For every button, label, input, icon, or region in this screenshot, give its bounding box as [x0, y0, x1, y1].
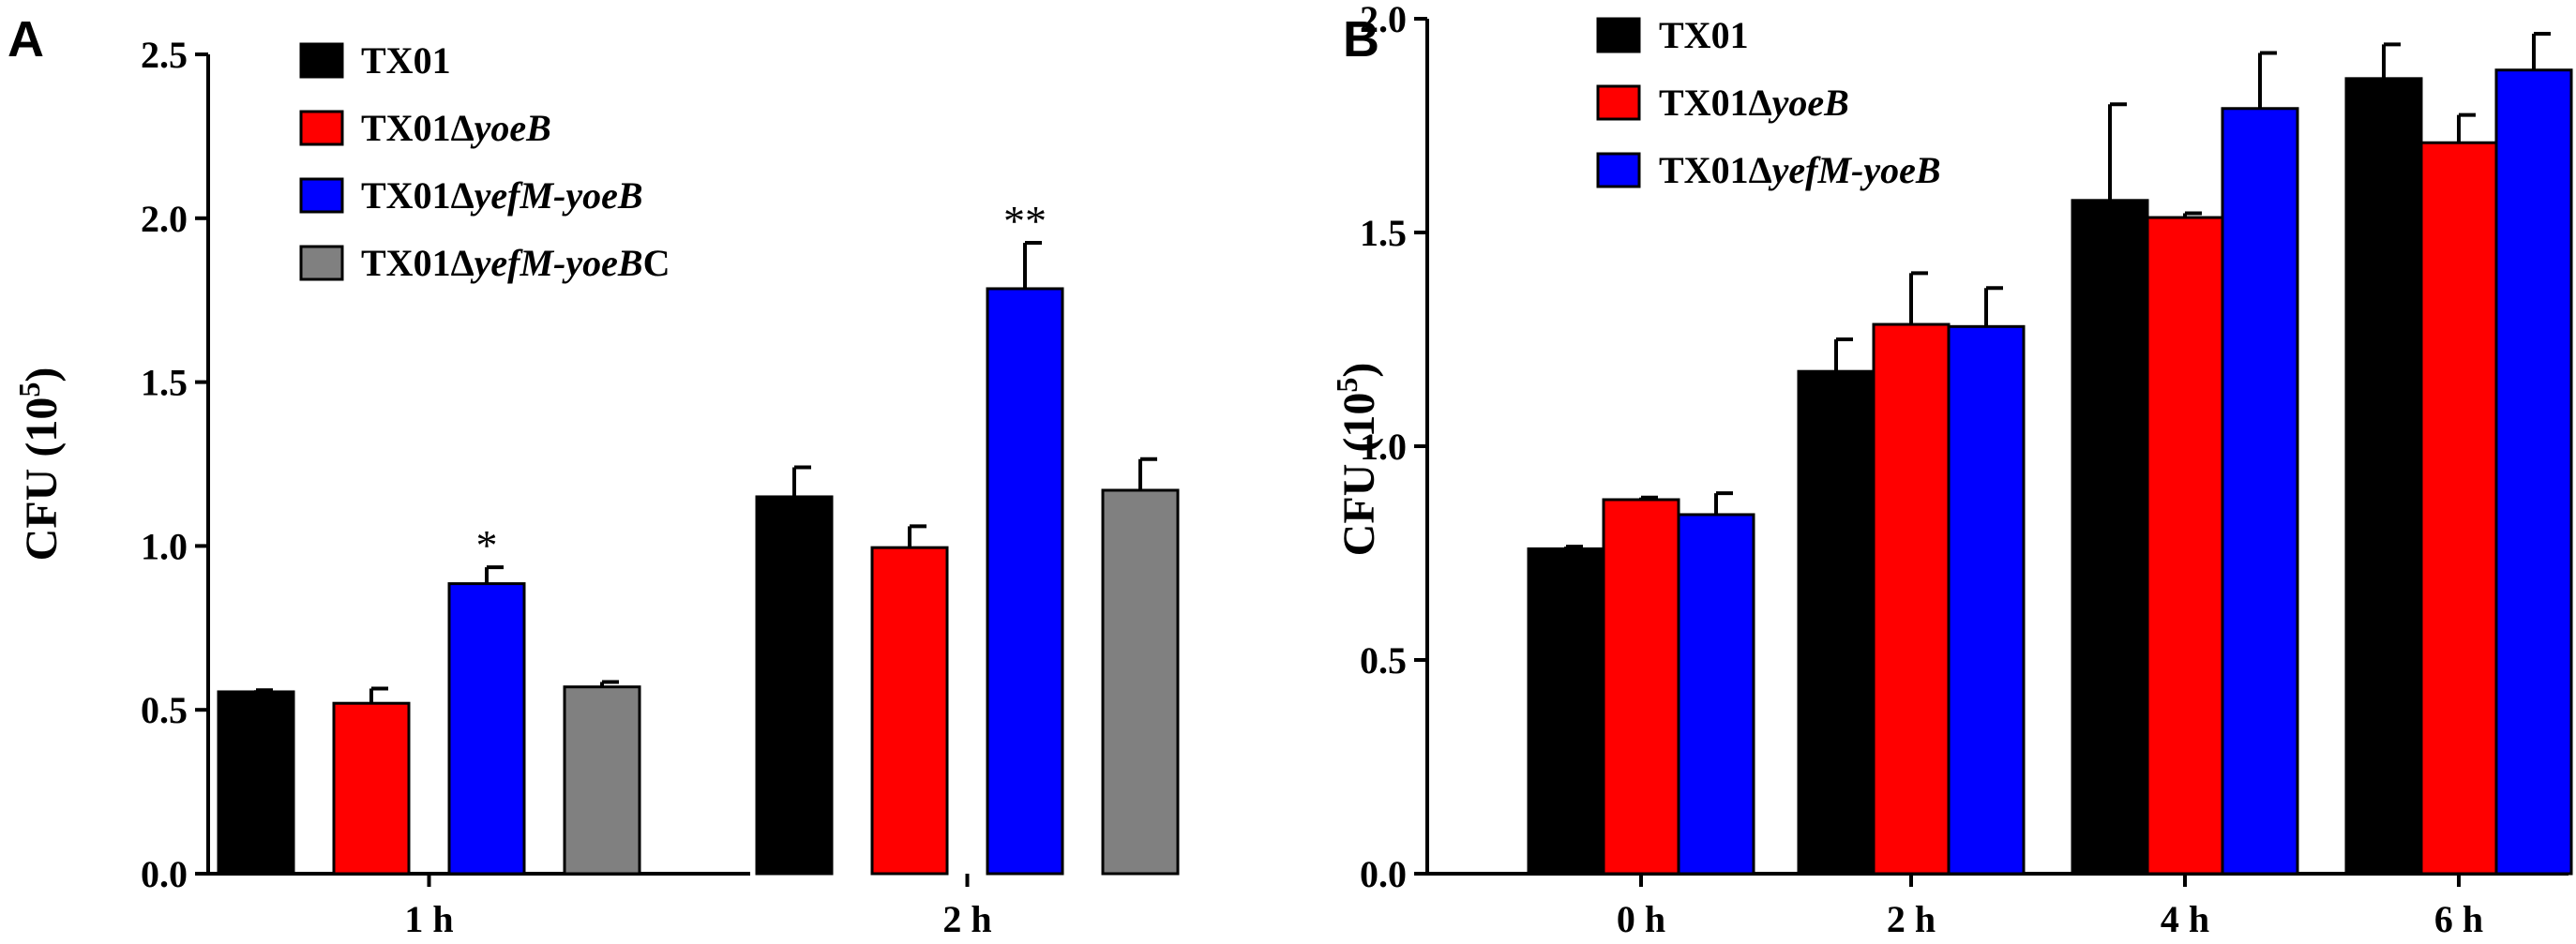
bar-a-0-1 — [332, 701, 411, 876]
x-tick-label: 4 h — [2161, 898, 2209, 940]
x-tick-label: 2 h — [1887, 898, 1936, 940]
bar-b-3-0 — [2344, 77, 2423, 876]
legend-entry-label: TX01ΔyefM-yoeB — [361, 174, 643, 217]
legend-entry-label: TX01 — [1659, 14, 1749, 56]
y-axis-label: CFU (105) — [12, 367, 67, 562]
legend-entry-prefix: TX01Δ — [361, 174, 475, 217]
y-tick-label: 2.0 — [141, 198, 188, 240]
legend-swatch — [299, 177, 344, 214]
legend-entry-italic: yefM-yoeB — [471, 242, 643, 284]
bar-a-1-0 — [755, 495, 834, 876]
y-tick-label: 1.0 — [1360, 426, 1407, 468]
x-tick-label: 0 h — [1617, 898, 1665, 940]
legend-entry-italic: yefM-yoeB — [1769, 149, 1941, 191]
bar-a-0-3 — [563, 685, 641, 876]
y-axis-label: CFU (105) — [1330, 363, 1384, 557]
y-tick-label: 1.0 — [141, 525, 188, 567]
x-tick-label: 6 h — [2434, 898, 2483, 940]
bar-b-1-0 — [1797, 369, 1876, 876]
panel-letter: A — [8, 11, 44, 67]
y-tick-label: 0.5 — [141, 689, 188, 731]
x-tick-label: 2 h — [942, 898, 991, 940]
legend-entry-prefix: TX01Δ — [361, 242, 475, 284]
legend-entry-prefix: TX01Δ — [1659, 82, 1772, 124]
y-axis-label-text: CFU (10 — [17, 397, 67, 562]
y-tick-label: 0.0 — [141, 853, 188, 895]
panel-b: B 0.0 0.5 1.0 1.5 2.0 CFU (105) 0 h 2 h 4 h 6 h TX0… — [1330, 0, 2573, 940]
legend-swatch — [299, 42, 344, 79]
bar-b-0-0 — [1527, 547, 1605, 876]
bar-b-0-2 — [1677, 513, 1755, 876]
legend-swatch — [1596, 84, 1641, 121]
legend-entry-prefix: TX01 — [361, 39, 451, 82]
y-axis-label-close: ) — [1334, 363, 1384, 378]
x-tick-label: 1 h — [404, 898, 453, 940]
bar-b-2-2 — [2221, 107, 2299, 876]
bar-b-1-1 — [1872, 322, 1951, 876]
bar-b-3-1 — [2419, 141, 2498, 876]
bar-a-0-0 — [217, 690, 295, 876]
bar-a-0-2 — [447, 582, 526, 876]
legend-entry-italic: yefM-yoeB — [471, 174, 643, 217]
y-axis-label-text: CFU (10 — [1334, 393, 1384, 557]
legend-entry-label: TX01ΔyefM-yoeBC — [361, 242, 670, 284]
legend-entry-prefix: TX01Δ — [361, 107, 475, 149]
legend-swatch — [1596, 152, 1641, 188]
legend-entry-italic: yoeB — [1769, 82, 1849, 124]
y-tick-label: 0.5 — [1360, 639, 1407, 682]
y-tick-label: 1.5 — [141, 362, 188, 404]
significance-label: ** — [1003, 197, 1047, 245]
legend-entry-prefix: TX01Δ — [1659, 149, 1772, 191]
legend-entry-label: TX01ΔyefM-yoeB — [1659, 149, 1941, 191]
legend-entry-prefix: TX01 — [1659, 14, 1749, 56]
y-tick-label: 2.5 — [141, 34, 188, 76]
y-axis-label-exponent: 5 — [1330, 378, 1363, 393]
legend-entry-suffix: C — [643, 242, 670, 284]
y-axis-label-close: ) — [17, 367, 67, 382]
legend-entry-label: TX01ΔyoeB — [1659, 82, 1849, 124]
y-axis-label-exponent: 5 — [12, 382, 46, 397]
legend-entry-label: TX01 — [361, 39, 451, 82]
y-tick-label: 0.0 — [1360, 853, 1407, 895]
legend-swatch — [1596, 17, 1641, 53]
bar-b-2-1 — [2146, 216, 2224, 876]
y-tick-label: 1.5 — [1360, 212, 1407, 254]
y-tick-label: 2.0 — [1360, 0, 1407, 40]
legend-swatch — [299, 245, 344, 281]
legend-entry-label: TX01ΔyoeB — [361, 107, 551, 149]
bar-b-3-2 — [2494, 68, 2573, 876]
significance-label: * — [476, 521, 498, 569]
bar-b-0-1 — [1602, 498, 1680, 876]
bar-b-1-2 — [1947, 324, 2026, 876]
bar-a-1-2 — [986, 287, 1064, 876]
bar-b-2-0 — [2071, 199, 2149, 876]
bar-a-1-3 — [1101, 488, 1180, 876]
panel-a: A 0.0 0.5 1.0 1.5 2.0 2.5 CFU (105) * 1 h ** 2 h TX0… — [8, 11, 1180, 940]
legend-swatch — [299, 110, 344, 146]
legend: TX01TX01ΔyoeBTX01ΔyefM-yoeBTX01ΔyefM-yoe… — [299, 39, 670, 284]
legend-entry-italic: yoeB — [471, 107, 551, 149]
bar-a-1-1 — [870, 546, 949, 876]
panel-letter: B — [1343, 11, 1379, 67]
